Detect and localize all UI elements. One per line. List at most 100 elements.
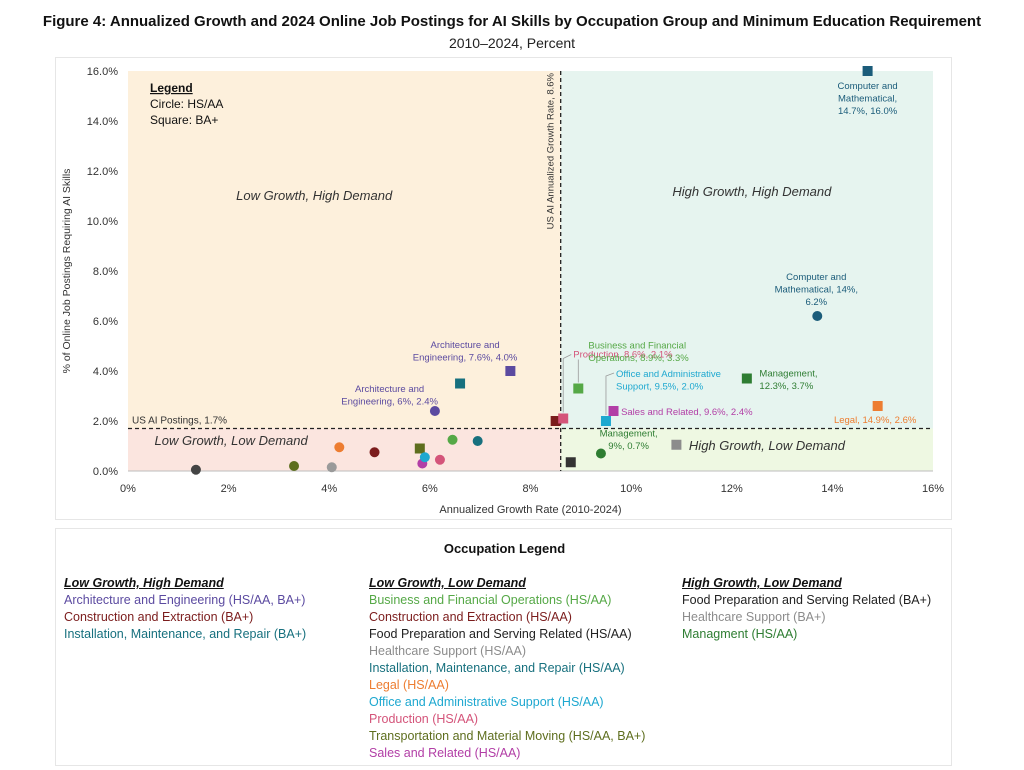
point-label: Engineering, 7.6%, 4.0% bbox=[413, 353, 518, 364]
legend-occupation-item: Managment (HS/AA) bbox=[682, 627, 798, 641]
point-label: Office and Administrative bbox=[616, 369, 721, 380]
legend-occupation-item: Architecture and Engineering (HS/AA, BA+… bbox=[64, 593, 306, 607]
y-tick-label: 6.0% bbox=[93, 316, 118, 328]
point-label: 9%, 0.7% bbox=[608, 441, 649, 452]
y-tick-label: 2.0% bbox=[93, 416, 118, 428]
point-square bbox=[414, 443, 425, 454]
legend-occupation-item: Food Preparation and Serving Related (BA… bbox=[682, 593, 932, 607]
point-label: Mathematical, bbox=[838, 94, 897, 105]
legend-occupation-item: Construction and Extraction (BA+) bbox=[64, 610, 254, 624]
point-circle bbox=[447, 434, 458, 445]
quadrant-label-low-growth-high-demand: Low Growth, High Demand bbox=[236, 188, 393, 203]
legend-occupation-item: Sales and Related (HS/AA) bbox=[369, 746, 521, 760]
point-square bbox=[558, 413, 569, 424]
legend-column-heading: Low Growth, High Demand bbox=[64, 576, 224, 590]
x-tick-label: 12% bbox=[721, 483, 743, 495]
point-label: Computer and bbox=[786, 272, 846, 283]
point-circle bbox=[190, 464, 201, 475]
point-label: Architecture and bbox=[431, 340, 500, 351]
legend-column-low-growth-high-demand: Low Growth, High Demand Architecture and … bbox=[64, 575, 306, 643]
legend-occupation-item: Installation, Maintenance, and Repair (H… bbox=[369, 661, 625, 675]
y-tick-label: 16.0% bbox=[87, 66, 118, 78]
y-tick-label: 12.0% bbox=[87, 166, 118, 178]
x-tick-label: 0% bbox=[120, 483, 136, 495]
point-label: Mathematical, 14%, bbox=[775, 285, 858, 296]
x-tick-label: 6% bbox=[422, 483, 438, 495]
scatter-chart: 0% 2% 4% 6% 8% 10% 12% 14% 16% 0.0% 2.0% 4.0% 6.0% 8.… bbox=[61, 66, 944, 516]
y-tick-label: 8.0% bbox=[93, 266, 118, 278]
point-square bbox=[600, 416, 611, 426]
legend-occupation-item: Office and Administrative Support (HS/AA… bbox=[369, 695, 604, 709]
label-connector bbox=[605, 372, 615, 415]
y-reference-label: US AI Postings, 1.7% bbox=[132, 416, 227, 427]
x-tick-label: 16% bbox=[922, 483, 944, 495]
point-label: 12.3%, 3.7% bbox=[759, 381, 813, 392]
point-square bbox=[671, 439, 682, 450]
x-tick-label: 14% bbox=[821, 483, 843, 495]
point-label: 6.2% bbox=[805, 297, 827, 308]
point-circle bbox=[289, 461, 300, 471]
legend-occupation-item: Food Preparation and Serving Related (HS… bbox=[369, 627, 632, 641]
point-label: Business and Financial bbox=[588, 341, 686, 352]
x-tick-label: 10% bbox=[620, 483, 642, 495]
legend-occupation-item: Construction and Extraction (HS/AA) bbox=[369, 610, 572, 624]
point-label: Operations, 8.9%, 3.3% bbox=[588, 353, 689, 364]
point-circle bbox=[472, 436, 483, 446]
point-circle bbox=[429, 406, 440, 416]
point-label: Management, bbox=[759, 369, 817, 380]
point-label: Management, bbox=[600, 429, 658, 440]
quadrant-low-growth-high-demand bbox=[128, 71, 561, 429]
point-label: Engineering, 6%, 2.4% bbox=[341, 397, 438, 408]
legend-column-low-growth-low-demand: Low Growth, Low Demand Business and Finan… bbox=[369, 575, 645, 762]
point-label: Legal, 14.9%, 2.6% bbox=[834, 415, 917, 426]
point-label: Sales and Related, 9.6%, 2.4% bbox=[621, 407, 753, 418]
occupation-legend: Occupation Legend Low Growth, High Deman… bbox=[55, 528, 952, 766]
legend-occupation-item: Installation, Maintenance, and Repair (B… bbox=[64, 627, 307, 641]
point-square bbox=[550, 416, 561, 426]
point-circle bbox=[812, 311, 823, 321]
point-square bbox=[455, 378, 466, 389]
figure-title: Figure 4: Annualized Growth and 2024 Onl… bbox=[42, 13, 982, 30]
chart-panel: 0% 2% 4% 6% 8% 10% 12% 14% 16% 0.0% 2.0% 4.0% 6.0% 8.… bbox=[55, 57, 952, 520]
x-tick-label: 8% bbox=[523, 483, 539, 495]
quadrant-label-low-growth-low-demand: Low Growth, Low Demand bbox=[155, 433, 309, 448]
y-tick-label: 14.0% bbox=[87, 116, 118, 128]
y-tick-label: 0.0% bbox=[93, 466, 118, 478]
point-circle bbox=[334, 442, 345, 453]
legend-occupation-item: Production (HS/AA) bbox=[369, 712, 479, 726]
x-tick-label: 2% bbox=[221, 483, 237, 495]
marker-legend-item: Square: BA+ bbox=[150, 113, 218, 127]
quadrant-label-high-growth-low-demand: High Growth, Low Demand bbox=[689, 438, 846, 453]
point-label: 14.7%, 16.0% bbox=[838, 106, 898, 117]
legend-column-heading: Low Growth, Low Demand bbox=[369, 576, 526, 590]
y-tick-label: 4.0% bbox=[93, 366, 118, 378]
legend-occupation-item: Healthcare Support (HS/AA) bbox=[369, 644, 527, 658]
quadrant-low-growth-low-demand bbox=[128, 428, 561, 471]
point-circle bbox=[369, 447, 380, 458]
legend-occupation-item: Transportation and Material Moving (HS/A… bbox=[369, 729, 646, 743]
quadrant-label-high-growth-high-demand: High Growth, High Demand bbox=[672, 184, 832, 199]
point-label: Support, 9.5%, 2.0% bbox=[616, 382, 704, 393]
legend-column-heading: High Growth, Low Demand bbox=[682, 576, 842, 590]
occupation-legend-title: Occupation Legend bbox=[443, 541, 566, 556]
quadrant-high-growth-low-demand bbox=[560, 428, 933, 471]
label-connector bbox=[562, 354, 572, 413]
point-circle bbox=[595, 448, 606, 459]
x-axis-title: Annualized Growth Rate (2010-2024) bbox=[439, 504, 621, 516]
point-square bbox=[862, 66, 873, 76]
point-square bbox=[565, 457, 576, 468]
figure-subtitle: 2010–2024, Percent bbox=[448, 35, 576, 51]
legend-column-high-growth-low-demand: High Growth, Low Demand Food Preparation … bbox=[682, 575, 931, 643]
point-square bbox=[608, 406, 619, 416]
marker-legend-title: Legend bbox=[150, 81, 193, 95]
quadrant-high-growth-high-demand bbox=[560, 71, 933, 429]
point-circle bbox=[434, 454, 445, 465]
x-reference-label: US AI Annualized Growth Rate, 8.6% bbox=[546, 72, 557, 229]
point-circle bbox=[419, 452, 430, 463]
legend-occupation-item: Healthcare Support (BA+) bbox=[682, 610, 826, 624]
legend-occupation-item: Legal (HS/AA) bbox=[369, 678, 449, 692]
point-square bbox=[505, 366, 516, 376]
legend-occupation-item: Business and Financial Operations (HS/AA… bbox=[369, 593, 612, 607]
y-tick-label: 10.0% bbox=[87, 216, 118, 228]
point-label: Computer and bbox=[837, 81, 897, 92]
